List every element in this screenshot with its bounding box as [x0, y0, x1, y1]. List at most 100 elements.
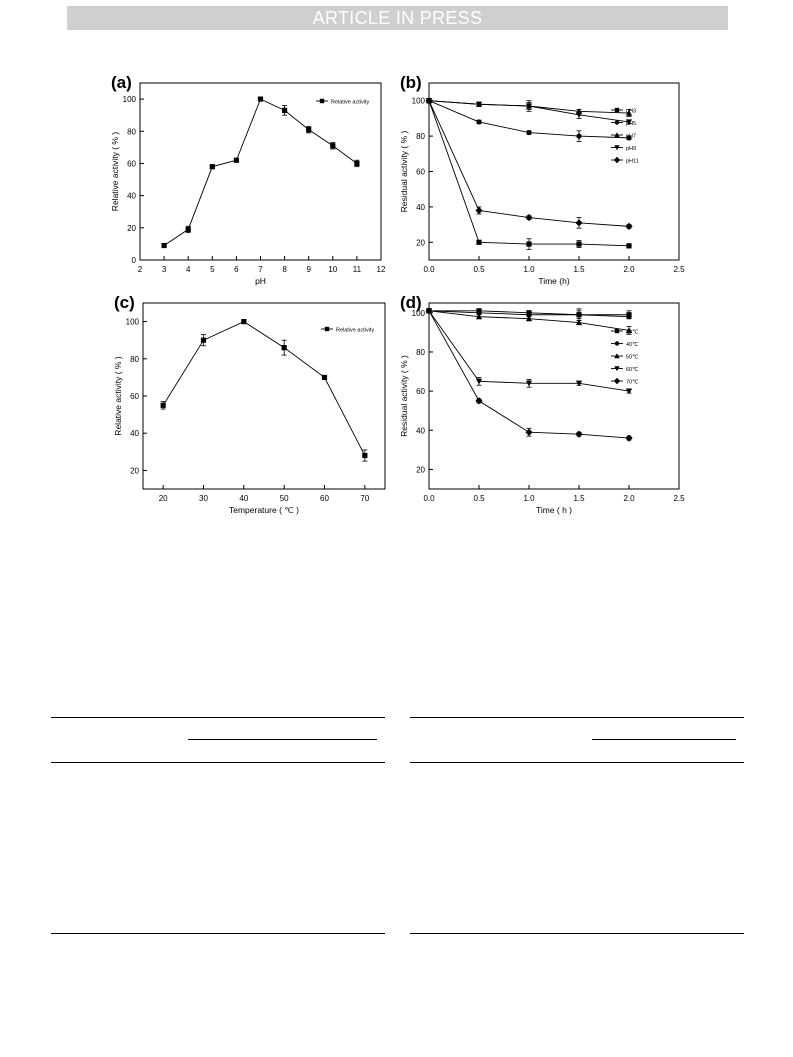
series-pH9: [425, 98, 633, 126]
x-tick-label: 70: [360, 494, 369, 503]
data-point: [425, 97, 433, 105]
data-point: [626, 243, 632, 249]
plot-frame: [428, 302, 680, 490]
legend-marker: [613, 377, 621, 385]
data-point: [425, 307, 433, 315]
data-point: [575, 380, 583, 387]
y-tick-label: 80: [416, 132, 425, 141]
series-pH3: [426, 98, 632, 250]
data-point: [476, 239, 482, 245]
legend-label: pH11: [626, 159, 639, 165]
x-tick-label: 2.5: [673, 265, 685, 274]
x-tick-label: 0.0: [423, 494, 435, 503]
data-point: [209, 164, 215, 170]
data-point: [233, 157, 239, 163]
data-point: [525, 103, 533, 110]
legend-marker: [614, 145, 620, 151]
data-point: [576, 133, 582, 139]
data-point: [575, 430, 583, 438]
x-tick-label: 11: [353, 265, 362, 274]
x-tick-label: 1.0: [523, 494, 535, 503]
data-point: [475, 397, 483, 405]
series-line: [428, 310, 630, 439]
legend-marker: [614, 353, 620, 359]
x-tick-label: 10: [328, 265, 337, 274]
x-tick-label: 1.0: [523, 265, 535, 274]
x-tick-label: 0.0: [423, 265, 435, 274]
series-line: [428, 100, 630, 227]
legend-label: 50℃: [626, 355, 639, 361]
data-point: [476, 119, 482, 125]
table-right-sub-rule: [592, 739, 736, 740]
x-tick-label: 40: [239, 494, 248, 503]
y-axis-title: Residual activity ( % ): [399, 355, 409, 437]
legend-marker: [614, 132, 620, 138]
data-point: [625, 222, 633, 230]
y-axis-title: Relative activity ( % ): [110, 132, 120, 212]
y-tick-label: 80: [416, 348, 425, 357]
legend-label: pH7: [626, 134, 636, 140]
table-right-top-rule: [410, 717, 744, 718]
data-point: [576, 312, 582, 318]
legend-label: pH3: [626, 109, 636, 115]
data-point: [625, 109, 633, 116]
x-axis-title: pH: [255, 276, 266, 286]
x-tick-label: 2.0: [623, 494, 635, 503]
panel-label: (b): [400, 73, 422, 92]
y-tick-label: 100: [412, 97, 426, 106]
data-point: [330, 143, 336, 149]
chart-panel-3: (d) 0.0 0.5 1.0 1.5 2.0 2.5 20 40 60 80 100 Time ( h…: [399, 293, 685, 515]
data-point: [625, 388, 633, 395]
x-tick-label: 50: [280, 494, 289, 503]
x-tick-label: 2.5: [673, 494, 685, 503]
y-tick-label: 40: [416, 426, 425, 435]
data-point: [525, 315, 533, 322]
y-tick-label: 60: [127, 159, 136, 168]
chart-panel-2: (c) 20 30 40 50 60 70 20 40 60 80 100 Temperature ( …: [113, 293, 386, 515]
data-point: [475, 313, 483, 320]
table-left-sub-rule: [188, 739, 377, 740]
y-tick-label: 40: [130, 429, 139, 438]
y-axis-title: Relative activity ( % ): [113, 356, 123, 436]
series-line: [163, 98, 358, 246]
y-tick-label: 80: [130, 355, 139, 364]
data-point: [525, 213, 533, 222]
y-tick-label: 60: [416, 387, 425, 396]
series-pH11: [425, 97, 633, 230]
panel-label: (c): [114, 293, 135, 312]
data-point: [185, 226, 191, 233]
series-70: [425, 307, 633, 442]
y-tick-label: 40: [416, 203, 425, 212]
data-point: [475, 206, 483, 215]
data-point: [526, 241, 532, 247]
y-tick-label: 100: [126, 318, 140, 327]
chart-legend: 30℃ 40℃ 50℃ 60℃ 70℃: [611, 328, 639, 386]
legend-marker: [319, 98, 325, 104]
table-left-bottom-rule: [51, 933, 385, 934]
y-tick-label: 0: [132, 256, 137, 265]
data-point: [160, 402, 166, 408]
y-tick-label: 20: [130, 466, 139, 475]
data-point: [576, 241, 582, 247]
data-point: [625, 119, 633, 126]
legend-marker: [614, 120, 620, 125]
x-tick-label: 12: [377, 265, 386, 274]
data-point: [282, 107, 288, 113]
data-point: [354, 160, 360, 167]
plot-frame: [428, 82, 680, 261]
plot-frame: [139, 82, 382, 261]
series-50: [425, 307, 633, 335]
data-point: [241, 319, 247, 325]
series-Relativeactivity: [160, 319, 368, 462]
data-point: [362, 452, 368, 459]
data-point: [476, 310, 482, 316]
legend-label: 60℃: [626, 367, 639, 373]
panel-label: (d): [400, 293, 422, 312]
series-Relativeactivity: [161, 96, 360, 249]
series-pH5: [426, 98, 632, 142]
data-point: [257, 96, 264, 102]
y-tick-label: 100: [123, 95, 137, 104]
x-tick-label: 9: [306, 265, 311, 274]
panel-label: (a): [111, 73, 132, 92]
